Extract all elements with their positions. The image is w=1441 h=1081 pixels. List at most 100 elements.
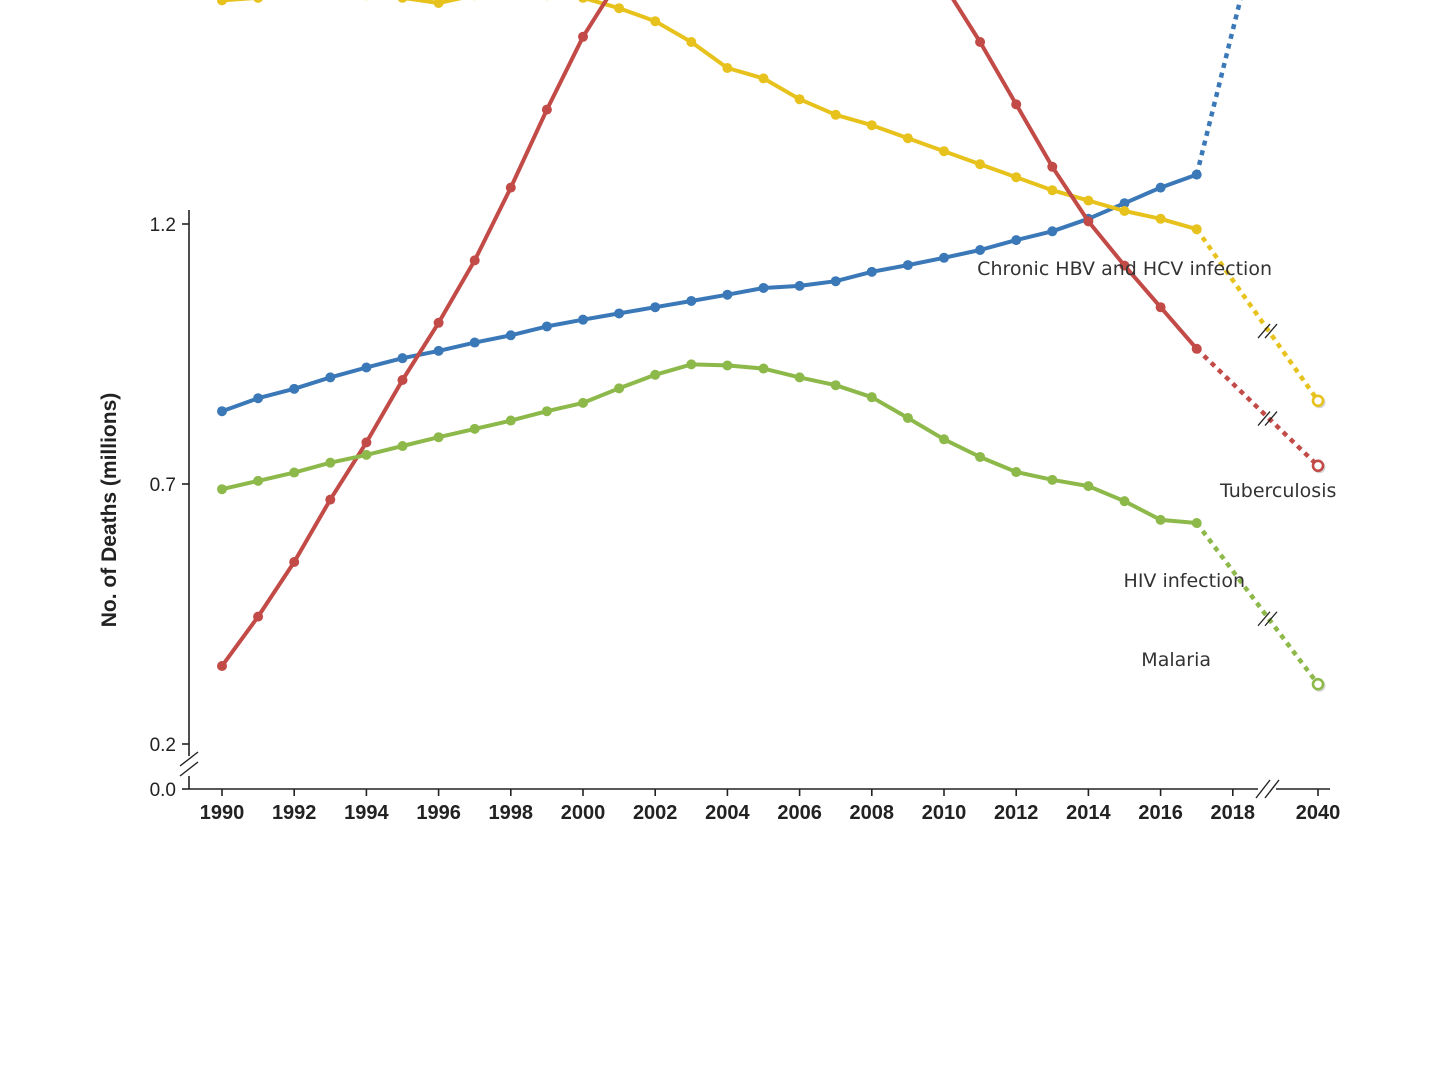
data-point [253, 611, 264, 622]
data-point [1155, 514, 1166, 525]
projection-break-mark [1257, 323, 1271, 339]
x-tick-label: 2010 [922, 802, 967, 824]
data-point [361, 449, 372, 460]
data-point [758, 73, 769, 84]
data-point [361, 437, 372, 448]
data-point [541, 321, 552, 332]
data-point [1155, 302, 1166, 313]
data-point [433, 317, 444, 328]
data-point [758, 363, 769, 374]
data-point [398, 0, 407, 3]
y-tick-label: 0.2 [150, 735, 176, 756]
data-point [541, 406, 552, 417]
x-tick-label: 2002 [633, 802, 678, 824]
y-tick-label: 0.0 [150, 780, 176, 801]
data-point [578, 0, 588, 3]
data-point [1047, 185, 1058, 196]
data-point [1191, 343, 1202, 354]
x-tick-label: 1990 [200, 802, 245, 824]
series-line [220, 0, 1199, 232]
data-point [469, 423, 480, 434]
data-point [1119, 206, 1130, 216]
x-tick-label: 1996 [416, 802, 461, 824]
data-point [939, 434, 949, 445]
data-point [1155, 213, 1166, 224]
series-label: HIV infection [1124, 570, 1245, 592]
data-point [1119, 198, 1130, 209]
data-point [397, 353, 408, 364]
x-tick-label: 2014 [1066, 802, 1111, 824]
series-1 [217, 0, 1326, 409]
data-point [253, 475, 264, 486]
data-point [1191, 224, 1202, 235]
data-point [253, 393, 264, 404]
y-axis-break-mark [179, 751, 199, 767]
x-axis-break-mark [1255, 779, 1271, 799]
data-point [505, 182, 516, 193]
data-point [975, 451, 986, 462]
data-point [830, 276, 841, 287]
series-line [220, 362, 1199, 525]
x-tick-label: 2006 [777, 802, 822, 824]
data-point [433, 432, 444, 443]
data-point [433, 345, 444, 356]
x-tick-label: 2016 [1138, 802, 1183, 824]
data-point [217, 661, 227, 671]
data-point [614, 383, 625, 394]
data-point [722, 289, 733, 300]
data-point [325, 457, 336, 468]
data-point [1047, 161, 1058, 172]
y-axis-break-mark [179, 761, 199, 777]
data-point [397, 441, 408, 452]
data-point [578, 314, 588, 325]
data-point [1083, 195, 1094, 206]
data-point [1083, 216, 1094, 227]
series-2 [217, 0, 1326, 671]
y-axis-ticks: 0.00.20.71.21.72.2 [150, 215, 189, 801]
data-point [253, 0, 263, 3]
data-point [686, 295, 697, 306]
data-point [794, 372, 805, 383]
projection-line [1194, 521, 1320, 686]
data-point [1011, 235, 1022, 246]
x-tick-label: 2008 [850, 802, 895, 824]
data-point [866, 120, 877, 131]
data-point [650, 16, 661, 27]
data-point [758, 282, 769, 293]
data-point [541, 104, 552, 115]
data-point [902, 260, 913, 271]
data-point [866, 392, 877, 403]
data-point [830, 109, 841, 120]
data-point [1011, 467, 1022, 478]
data-point [650, 369, 661, 380]
data-point [1047, 226, 1058, 237]
data-point [830, 380, 841, 391]
projection-break-mark [1264, 411, 1278, 426]
data-point [505, 415, 516, 426]
projection-point [1311, 459, 1325, 473]
projection-line [1195, 347, 1320, 468]
y-axis-label: No. of Deaths (millions) [98, 393, 121, 628]
data-point [794, 280, 805, 291]
x-tick-label: 1992 [272, 802, 317, 824]
x-axis-break-mark [1264, 779, 1280, 799]
projection-break-mark [1264, 323, 1278, 339]
data-point [325, 494, 336, 505]
data-point [722, 360, 733, 371]
data-point [902, 133, 913, 144]
data-point [1047, 474, 1058, 485]
data-point [325, 372, 336, 383]
data-point [578, 31, 588, 42]
projection-line [1194, 0, 1243, 176]
x-tick-label: 1998 [489, 802, 534, 824]
x-tick-label: 2004 [705, 802, 750, 824]
x-tick-label: 2000 [561, 802, 606, 824]
data-point [1119, 260, 1130, 271]
data-point [794, 94, 805, 105]
data-point [1119, 496, 1130, 507]
data-point [686, 359, 697, 370]
x-axis-ticks: 1990 1992 1994 1996 1998 2000 2002 2004 2006 2008… [200, 789, 1340, 824]
projection-point [1311, 394, 1325, 408]
projection-point [1311, 677, 1325, 691]
